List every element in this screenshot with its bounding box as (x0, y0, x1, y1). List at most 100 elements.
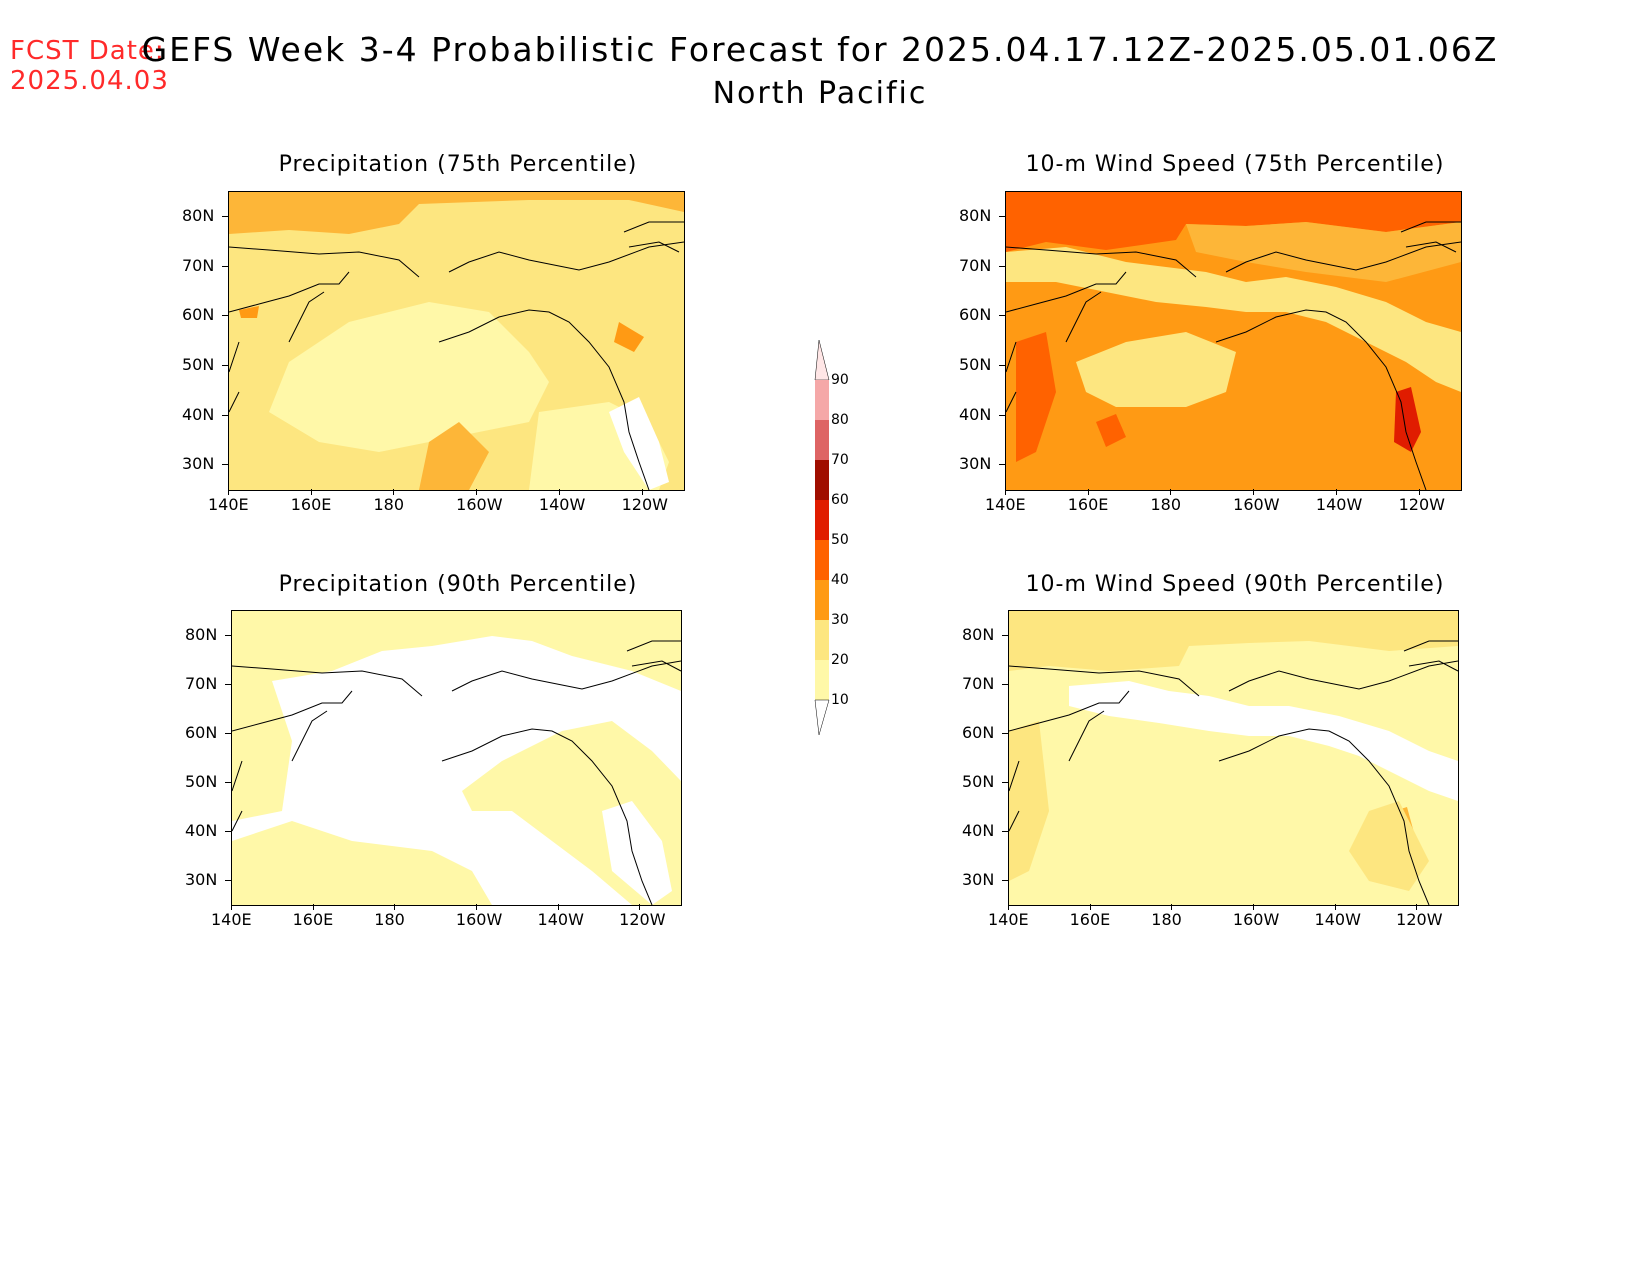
lat-tick-mark (222, 265, 228, 267)
lat-tick-mark (1002, 634, 1008, 636)
lat-tick-mark (1002, 879, 1008, 881)
lat-tick-label-precip75: 60N (182, 305, 215, 325)
lon-tick-label-precip90: 160W (455, 910, 503, 929)
lat-tick-label-precip90: 70N (185, 673, 218, 693)
colorbar-label-80: 80 (831, 412, 849, 428)
lon-tick-mark (394, 904, 396, 910)
lat-tick-label-precip90: 50N (185, 771, 218, 791)
colorbar-label-10: 10 (831, 692, 849, 708)
coastline-alaska (1215, 241, 1461, 490)
lon-tick-mark (310, 489, 312, 495)
lat-tick-mark (222, 215, 228, 217)
lat-tick-label-precip90: 60N (185, 722, 218, 742)
lon-tick-label-wind90: 140W (1314, 910, 1361, 929)
lat-tick-mark (222, 464, 228, 466)
red-orange-top (1006, 192, 1461, 252)
orange-sw-patch (1016, 332, 1056, 462)
coastline-arctic-islands (626, 640, 681, 672)
orange-patch-3 (239, 306, 259, 318)
lon-tick-mark (1418, 489, 1420, 495)
yellow-west-strip (232, 681, 292, 821)
lon-tick-label-precip75: 160E (290, 495, 332, 514)
lat-tick-mark (225, 732, 231, 734)
lon-tick-label-wind75: 120W (1398, 495, 1445, 514)
lat-tick-mark (1002, 830, 1008, 832)
panel-title-wind90: 10-m Wind Speed (90th Percentile) (1025, 572, 1445, 597)
lat-tick-label-precip90: 40N (185, 820, 218, 840)
lon-tick-label-precip90: 160E (292, 910, 334, 929)
coastline-arctic-islands (1403, 640, 1458, 672)
colorbar-swatch-90 (815, 380, 829, 420)
colorbar-swatch-30 (815, 620, 829, 660)
lon-tick-mark (1416, 904, 1418, 910)
colorbar-label-40: 40 (831, 572, 849, 588)
lon-tick-mark (1005, 489, 1006, 495)
lat-tick-label-precip75: 30N (182, 454, 215, 474)
lon-tick-label-wind75: 140E (985, 495, 1026, 514)
lon-tick-label-precip75: 140W (538, 495, 586, 514)
orange-patch-2 (614, 322, 644, 352)
fcst-date-label: FCST Date: (10, 36, 165, 66)
lon-tick-label-wind90: 160E (1069, 910, 1111, 929)
lat-tick-mark (999, 265, 1005, 267)
coastline-asia (1009, 665, 1200, 832)
lat-tick-label-wind90: 80N (962, 624, 995, 644)
map-precip90 (231, 610, 682, 906)
lat-tick-label-precip75: 80N (182, 205, 215, 225)
lat-tick-mark (222, 315, 228, 317)
lon-tick-label-wind75: 140W (1315, 495, 1363, 514)
lat-tick-mark (225, 830, 231, 832)
lon-tick-mark (1008, 904, 1009, 910)
lon-tick-mark (1089, 904, 1091, 910)
lon-tick-mark (558, 489, 560, 495)
lon-tick-label-precip75: 180 (373, 495, 404, 514)
lon-tick-mark (1334, 904, 1336, 910)
yellow-land-band (1006, 247, 1461, 392)
lat-tick-mark (999, 315, 1005, 317)
yellow-north-band (1009, 611, 1458, 671)
lon-tick-mark (641, 489, 643, 495)
lat-tick-label-precip90: 30N (185, 869, 218, 889)
colorbar-swatch-80 (815, 420, 829, 460)
yellow-south-strip (232, 821, 492, 905)
lat-tick-label-wind75: 40N (959, 404, 992, 424)
lat-tick-label-wind75: 80N (959, 205, 992, 225)
lat-tick-mark (999, 364, 1005, 366)
lon-tick-label-precip75: 160W (456, 495, 503, 514)
lat-tick-label-wind90: 70N (962, 673, 995, 693)
panel-title-wind75: 10-m Wind Speed (75th Percentile) (1025, 152, 1445, 177)
lat-tick-label-precip75: 40N (182, 404, 215, 424)
lon-tick-label-precip90: 120W (619, 910, 666, 929)
lon-tick-mark (228, 489, 229, 495)
lat-tick-label-wind75: 50N (959, 354, 992, 374)
colorbar-swatch-40 (815, 580, 829, 620)
lat-tick-mark (225, 683, 231, 685)
coastline-arctic-islands (623, 221, 684, 253)
lon-tick-label-precip90: 180 (374, 910, 405, 929)
colorbar-label-20: 20 (831, 652, 849, 668)
lon-tick-label-wind90: 160W (1232, 910, 1280, 929)
lat-tick-mark (1002, 781, 1008, 783)
lat-tick-label-precip75: 70N (182, 255, 215, 275)
lon-tick-label-precip75: 140E (208, 495, 249, 514)
colorbar-swatch-50 (815, 540, 829, 580)
lat-tick-mark (225, 781, 231, 783)
lon-tick-mark (312, 904, 314, 910)
lon-tick-label-wind90: 120W (1396, 910, 1443, 929)
coastline-alaska (441, 660, 681, 905)
lon-tick-label-wind90: 180 (1151, 910, 1182, 929)
colorbar-swatch-70 (815, 460, 829, 500)
lon-tick-label-wind75: 160E (1067, 495, 1109, 514)
coastline-asia (232, 665, 423, 832)
lat-tick-label-wind75: 60N (959, 305, 992, 325)
yellow-north-band (1186, 222, 1461, 282)
lon-tick-mark (1335, 489, 1337, 495)
lat-tick-mark (225, 879, 231, 881)
lon-tick-label-precip75: 120W (621, 495, 668, 514)
yellow-coast-band (1349, 801, 1429, 891)
panel-title-precip75: Precipitation (75th Percentile) (278, 152, 638, 177)
white-southeast (609, 397, 669, 490)
lat-tick-mark (999, 215, 1005, 217)
lon-tick-mark (476, 489, 478, 495)
orange-pacific-patch (1096, 414, 1126, 447)
